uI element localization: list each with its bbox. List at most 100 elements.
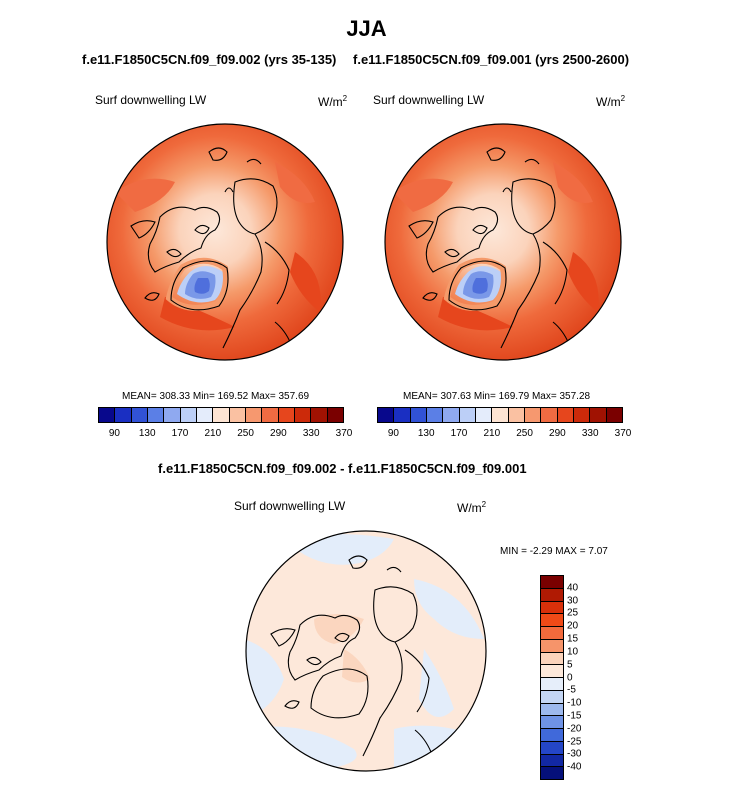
colorbar-tick-label: 210 bbox=[483, 428, 501, 439]
colorbar-swatch bbox=[278, 408, 295, 422]
colorbar-swatch bbox=[229, 408, 246, 422]
left-panel-stats: MEAN= 308.33 Min= 169.52 Max= 357.69 bbox=[122, 391, 310, 402]
colorbar-tick-label: -20 bbox=[567, 723, 582, 735]
colorbar-tick-label: 250 bbox=[516, 428, 533, 439]
colorbar-swatch bbox=[541, 639, 563, 653]
field-fill bbox=[385, 124, 621, 360]
colorbar-tick-label: -10 bbox=[567, 697, 582, 709]
colorbar-swatch bbox=[541, 729, 563, 742]
colorbar-tick-label: 330 bbox=[581, 428, 599, 439]
colorbar-swatch bbox=[541, 588, 563, 602]
colorbar-tick-label: 5 bbox=[567, 659, 573, 671]
colorbar-tick-label: 15 bbox=[567, 633, 579, 645]
colorbar-swatch bbox=[426, 408, 444, 422]
colorbar-swatch bbox=[541, 408, 558, 422]
colorbar-tick-label: 40 bbox=[567, 582, 579, 594]
right-panel-stats: MEAN= 307.63 Min= 169.79 Max= 357.28 bbox=[403, 391, 591, 402]
colorbar-swatch bbox=[541, 678, 563, 691]
colorbar-swatch bbox=[541, 665, 563, 678]
colorbar-swatch bbox=[541, 601, 563, 615]
colorbar-swatch bbox=[394, 408, 411, 422]
colorbar-swatch bbox=[541, 703, 563, 717]
colorbar-swatch bbox=[115, 408, 132, 422]
field-patch bbox=[290, 252, 321, 312]
colorbar-swatch bbox=[213, 408, 230, 422]
colorbar-tick-label: 0 bbox=[567, 672, 573, 683]
colorbar-tick-label: -40 bbox=[567, 761, 582, 773]
colorbar-tick-label: 30 bbox=[567, 595, 579, 607]
colorbar-swatch bbox=[262, 408, 279, 422]
colorbar-tick-label: -5 bbox=[567, 684, 576, 696]
left-colorbar bbox=[98, 407, 344, 423]
colorbar-tick-label: 10 bbox=[567, 646, 579, 658]
field-patch bbox=[553, 162, 593, 203]
field-patch bbox=[393, 178, 453, 212]
colorbar-swatch bbox=[541, 614, 563, 627]
colorbar-tick-label: 210 bbox=[204, 428, 222, 439]
colorbar-tick-label: 250 bbox=[237, 428, 254, 439]
colorbar-tick-label: 25 bbox=[567, 607, 579, 619]
colorbar-swatch bbox=[557, 408, 574, 422]
colorbar-tick-label: 290 bbox=[549, 428, 566, 439]
colorbar-tick-label: 370 bbox=[335, 428, 353, 439]
colorbar-swatch bbox=[294, 408, 312, 422]
left-colorbar-labels: 90 130 170 210 250 290 330 370 bbox=[98, 428, 353, 442]
coastlines bbox=[408, 147, 570, 349]
greenland-dark-blue bbox=[472, 278, 488, 294]
diff-colorbar-labels: 40 30 25 20 15 10 5 0 -5 -10 -15 -20 -25 -30 -40 bbox=[567, 575, 607, 780]
colorbar-swatch bbox=[131, 408, 148, 422]
colorbar-tick-label: 90 bbox=[387, 428, 399, 439]
colorbar-swatch bbox=[147, 408, 165, 422]
positive-anomaly bbox=[314, 614, 364, 644]
diff-panel-stats: MIN = -2.29 MAX = 7.07 bbox=[500, 546, 608, 557]
colorbar-tick-label: 170 bbox=[450, 428, 468, 439]
colorbar-tick-label: 370 bbox=[614, 428, 632, 439]
colorbar-swatch bbox=[573, 408, 591, 422]
positive-anomaly bbox=[342, 649, 370, 683]
colorbar-swatch bbox=[196, 408, 214, 422]
diff-panel-title: f.e11.F1850C5CN.f09_f09.002 - f.e11.F185… bbox=[158, 461, 527, 476]
colorbar-swatch bbox=[541, 576, 563, 589]
diff-panel-units: W/m2 bbox=[457, 500, 487, 515]
right-panel-variable: Surf downwelling LW bbox=[373, 93, 485, 107]
colorbar-swatch bbox=[541, 690, 563, 704]
colorbar-swatch bbox=[541, 741, 563, 755]
colorbar-swatch bbox=[541, 716, 563, 729]
colorbar-tick-label: -30 bbox=[567, 748, 582, 760]
colorbar-swatch bbox=[541, 754, 563, 768]
colorbar-swatch bbox=[508, 408, 525, 422]
coastlines bbox=[270, 555, 432, 757]
right-panel-run-title: f.e11.F1850C5CN.f09_f09.001 (yrs 2500-26… bbox=[353, 52, 630, 67]
negative-anomaly bbox=[414, 579, 484, 639]
colorbar-swatch bbox=[541, 767, 563, 779]
colorbar-swatch bbox=[541, 652, 563, 666]
colorbar-swatch bbox=[410, 408, 427, 422]
colorbar-swatch bbox=[459, 408, 476, 422]
colorbar-swatch bbox=[378, 408, 395, 422]
colorbar-tick-label: 330 bbox=[302, 428, 320, 439]
colorbar-swatch bbox=[245, 408, 263, 422]
field-fill bbox=[107, 124, 343, 360]
map-border bbox=[384, 123, 622, 361]
diff-polar-map bbox=[245, 530, 487, 772]
right-panel-units: W/m2 bbox=[596, 94, 626, 109]
colorbar-tick-label: 90 bbox=[108, 428, 120, 439]
diff-panel-variable: Surf downwelling LW bbox=[234, 499, 346, 513]
colorbar-swatch bbox=[475, 408, 493, 422]
right-colorbar-labels: 90 130 170 210 250 290 330 370 bbox=[377, 428, 632, 442]
right-polar-map bbox=[384, 123, 622, 361]
colorbar-swatch bbox=[180, 408, 197, 422]
field-fill bbox=[246, 531, 486, 771]
field-patch bbox=[115, 178, 175, 212]
colorbar-tick-label: -15 bbox=[567, 710, 582, 722]
colorbar-swatch bbox=[492, 408, 509, 422]
colorbar-tick-label: 170 bbox=[171, 428, 189, 439]
colorbar-tick-label: -25 bbox=[567, 736, 582, 748]
left-panel-run-title: f.e11.F1850C5CN.f09_f09.002 (yrs 35-135) bbox=[82, 52, 337, 67]
colorbar-tick-label: 290 bbox=[270, 428, 287, 439]
greenland-rim bbox=[165, 257, 229, 311]
colorbar-swatch bbox=[311, 408, 328, 422]
colorbar-tick-label: 130 bbox=[138, 428, 156, 439]
negative-anomaly bbox=[419, 649, 454, 717]
colorbar-swatch bbox=[443, 408, 460, 422]
